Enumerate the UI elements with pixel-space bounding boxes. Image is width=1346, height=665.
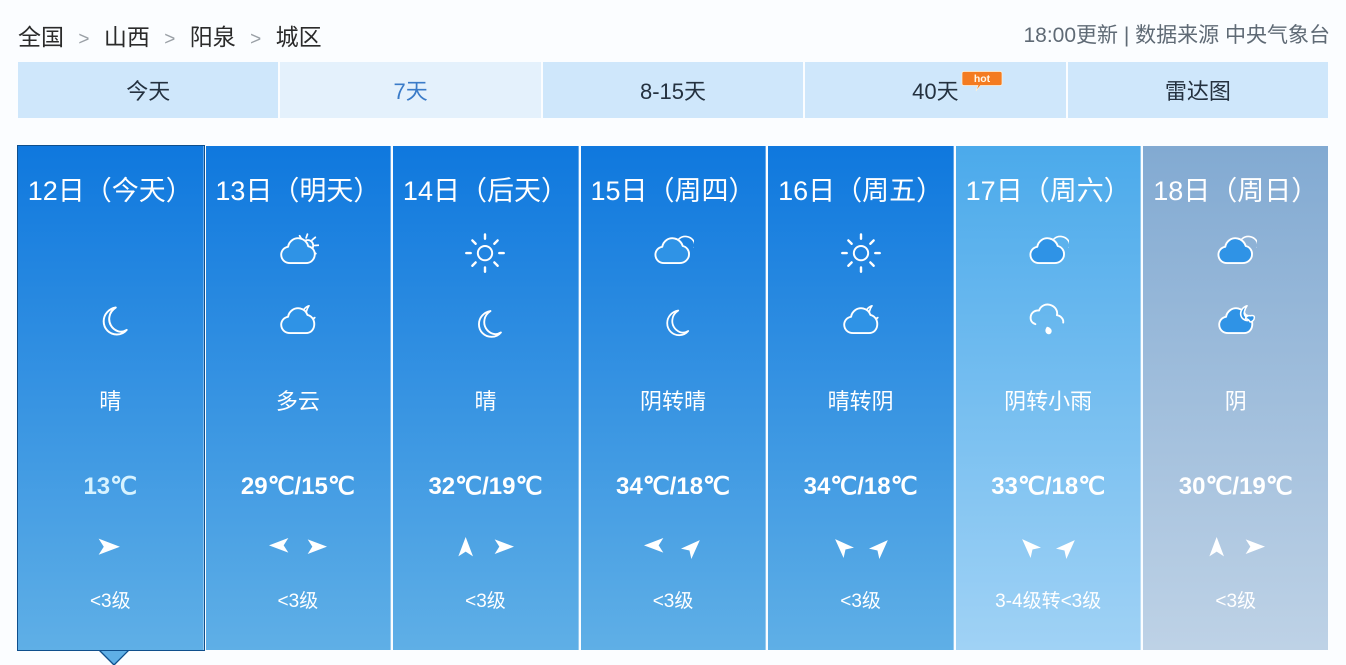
svg-text:hot: hot	[974, 73, 991, 85]
